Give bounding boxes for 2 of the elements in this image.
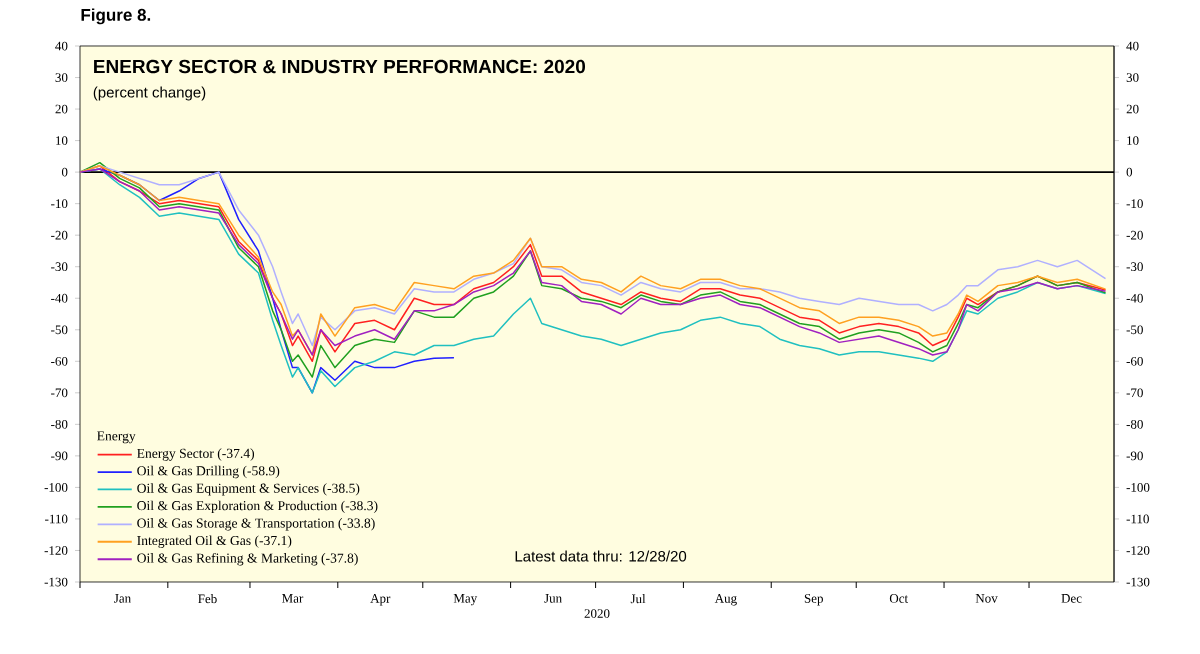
text: ENERGY SECTOR & INDUSTRY PERFORMANCE: 2020 — [94, 59, 586, 74]
caption: Figure 8. — [81, 8, 151, 25]
